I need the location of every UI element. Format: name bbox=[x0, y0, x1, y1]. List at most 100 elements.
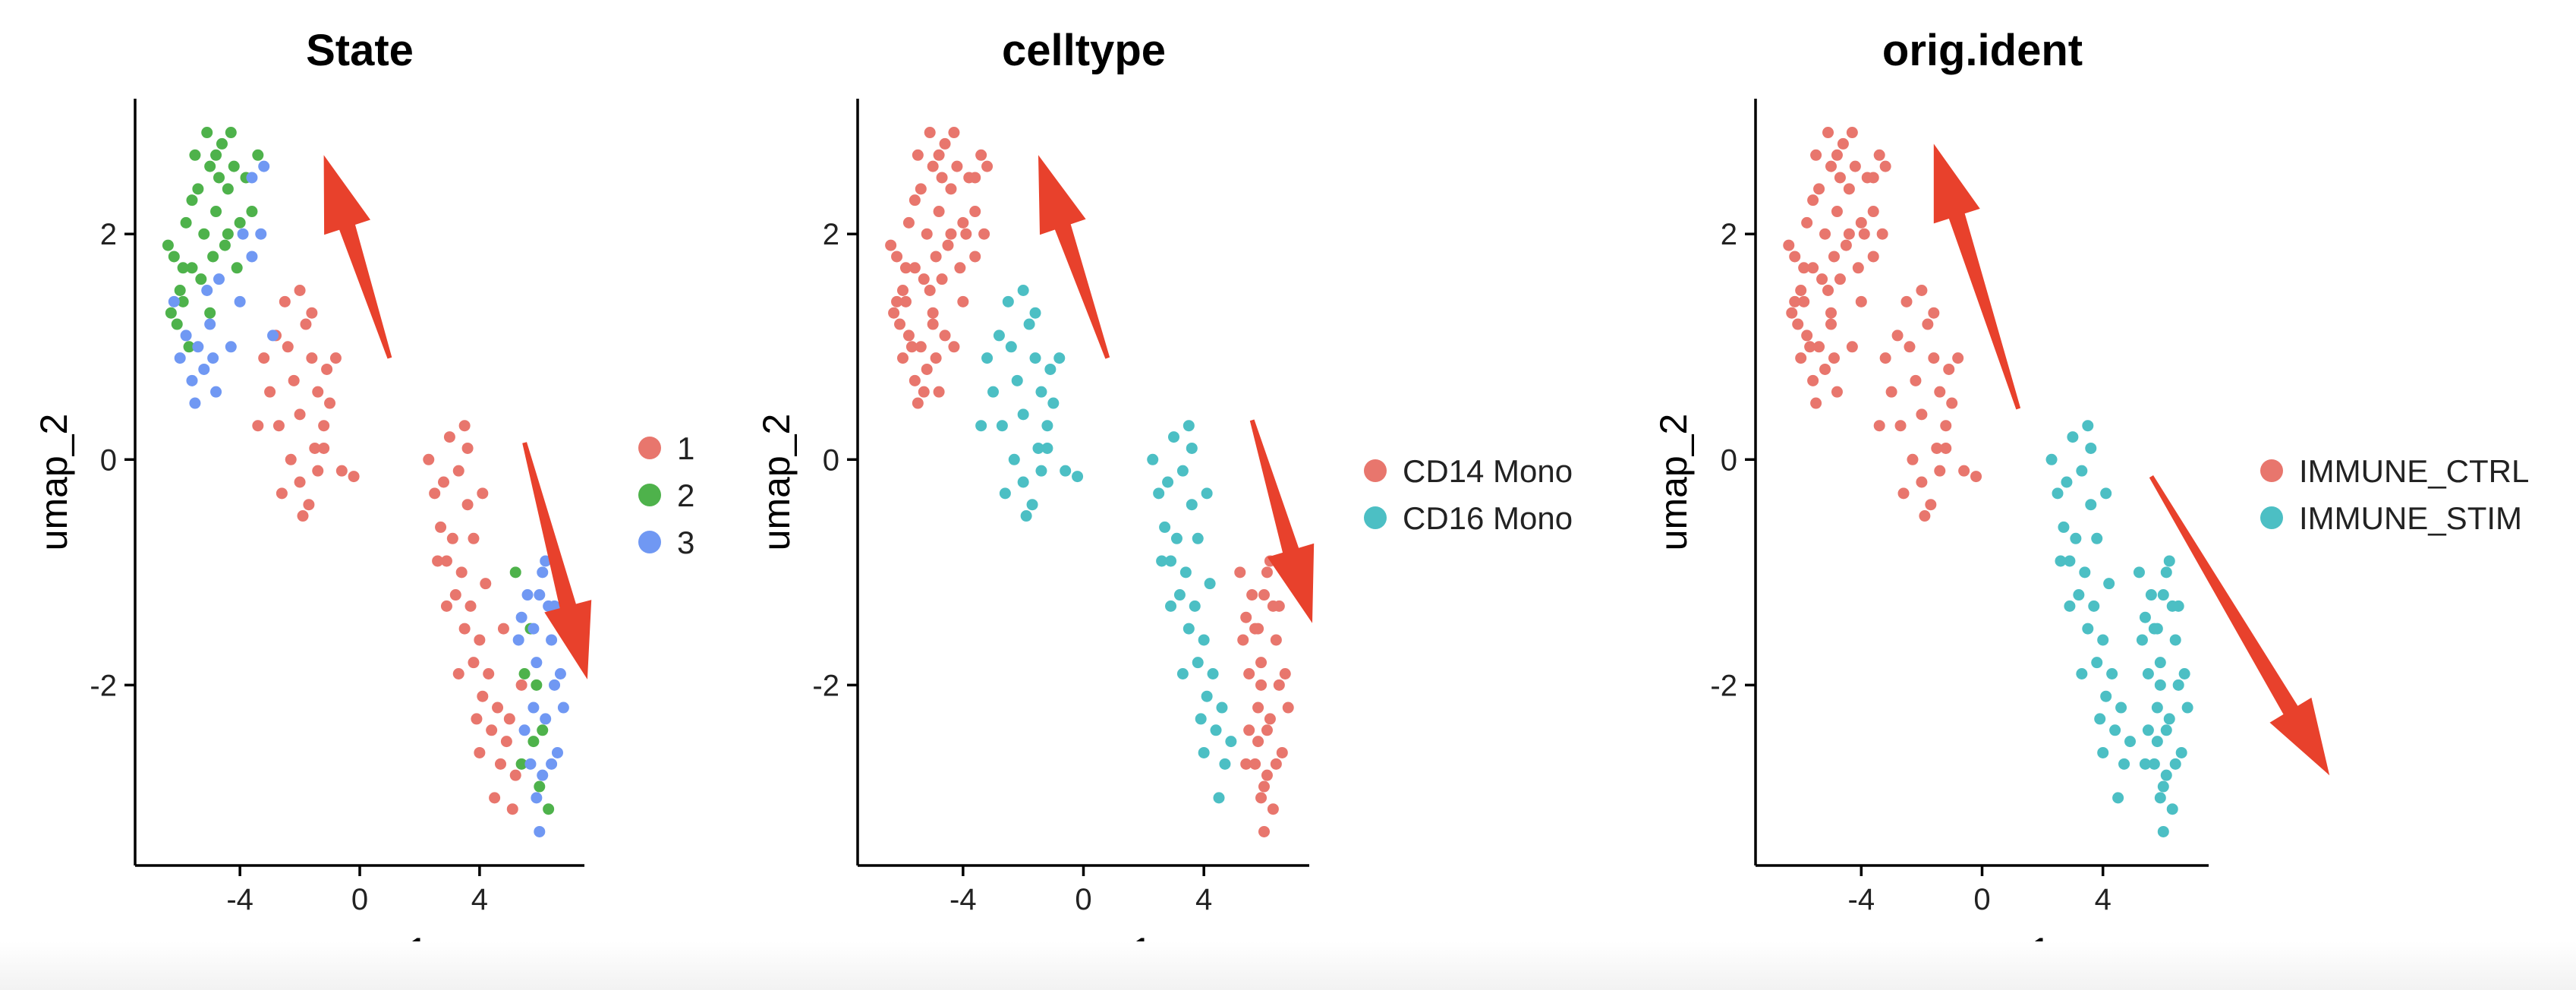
point-immune-ctrl bbox=[1849, 160, 1861, 172]
point-1 bbox=[477, 690, 489, 702]
point-1 bbox=[264, 386, 276, 398]
point-2 bbox=[195, 273, 207, 285]
point-immune-stim bbox=[2091, 532, 2103, 544]
point-3 bbox=[521, 589, 534, 601]
point-1 bbox=[435, 521, 447, 533]
point-2 bbox=[183, 341, 195, 353]
point-immune-ctrl bbox=[1834, 172, 1846, 184]
point-1 bbox=[258, 352, 270, 364]
point-immune-stim bbox=[2169, 758, 2181, 770]
point-cd14-mono bbox=[1249, 758, 1261, 770]
point-cd16-mono bbox=[1032, 442, 1044, 454]
point-cd16-mono bbox=[1162, 476, 1174, 488]
point-2 bbox=[168, 251, 180, 263]
point-cd14-mono bbox=[902, 329, 915, 342]
point-3 bbox=[189, 397, 201, 409]
point-immune-ctrl bbox=[1837, 137, 1849, 150]
point-immune-stim bbox=[2091, 657, 2103, 669]
point-immune-stim bbox=[2142, 724, 2154, 736]
point-3 bbox=[524, 758, 537, 770]
point-1 bbox=[480, 578, 492, 590]
point-cd16-mono bbox=[1176, 668, 1189, 679]
point-immune-ctrl bbox=[1922, 318, 1934, 330]
point-cd14-mono bbox=[1240, 758, 1252, 770]
point-immune-ctrl bbox=[1855, 216, 1867, 229]
point-cd16-mono bbox=[1186, 499, 1198, 511]
point-2 bbox=[210, 206, 222, 218]
point-1 bbox=[306, 352, 318, 364]
point-immune-ctrl bbox=[1792, 318, 1804, 330]
point-1 bbox=[506, 803, 518, 815]
point-cd16-mono bbox=[1210, 724, 1222, 736]
point-immune-stim bbox=[2076, 465, 2088, 477]
point-cd14-mono bbox=[894, 318, 906, 330]
point-immune-ctrl bbox=[1801, 329, 1813, 342]
y-axis-label: umap_2 bbox=[1652, 414, 1695, 551]
point-cd16-mono bbox=[1153, 487, 1165, 500]
point-immune-stim bbox=[2085, 499, 2097, 511]
point-immune-ctrl bbox=[1810, 149, 1822, 161]
point-immune-stim bbox=[2151, 623, 2163, 635]
point-3 bbox=[512, 634, 524, 646]
point-cd16-mono bbox=[1029, 307, 1041, 319]
legend-swatch bbox=[1364, 459, 1387, 482]
arrow-layer bbox=[323, 155, 592, 679]
point-cd14-mono bbox=[927, 160, 939, 172]
point-cd14-mono bbox=[897, 352, 909, 364]
point-immune-stim bbox=[2181, 702, 2193, 714]
point-immune-ctrl bbox=[1958, 465, 1970, 477]
point-1 bbox=[503, 713, 515, 725]
point-immune-stim bbox=[2115, 702, 2127, 714]
point-cd16-mono bbox=[1207, 668, 1219, 679]
point-cd16-mono bbox=[1183, 623, 1195, 635]
point-cd14-mono bbox=[930, 251, 942, 263]
point-immune-ctrl bbox=[1855, 295, 1867, 307]
point-1 bbox=[500, 736, 512, 748]
point-cd14-mono bbox=[1255, 792, 1268, 804]
point-immune-stim bbox=[2088, 600, 2100, 612]
point-cd16-mono bbox=[1156, 555, 1168, 567]
point-cd14-mono bbox=[981, 160, 994, 172]
point-cd14-mono bbox=[1258, 825, 1270, 837]
point-1 bbox=[423, 453, 435, 465]
y-tick-label: -2 bbox=[90, 669, 117, 702]
point-cd14-mono bbox=[899, 262, 912, 274]
panel-title: celltype bbox=[1002, 26, 1166, 75]
point-3 bbox=[210, 386, 222, 398]
axes: -4 0 4 2 0 -2 bbox=[812, 99, 1309, 916]
point-immune-ctrl bbox=[1916, 476, 1928, 488]
point-immune-ctrl bbox=[1789, 295, 1801, 307]
point-immune-stim bbox=[2064, 600, 2076, 612]
point-cd14-mono bbox=[888, 307, 900, 319]
point-immune-ctrl bbox=[1846, 127, 1858, 139]
point-cd16-mono bbox=[1047, 397, 1060, 409]
point-immune-ctrl bbox=[1891, 329, 1904, 342]
point-cd16-mono bbox=[1008, 453, 1020, 465]
point-2 bbox=[537, 724, 549, 736]
point-cd16-mono bbox=[1041, 420, 1053, 432]
point-2 bbox=[534, 780, 546, 793]
point-immune-ctrl bbox=[1952, 352, 1964, 364]
point-1 bbox=[294, 285, 306, 296]
point-cd16-mono bbox=[1186, 442, 1198, 454]
point-1 bbox=[474, 746, 486, 758]
point-cd14-mono bbox=[957, 295, 969, 307]
point-1 bbox=[461, 442, 474, 454]
point-3 bbox=[174, 352, 186, 364]
point-3 bbox=[267, 329, 279, 342]
point-cd14-mono bbox=[921, 363, 933, 375]
point-3 bbox=[515, 611, 527, 623]
point-cd16-mono bbox=[1189, 600, 1201, 612]
point-cd16-mono bbox=[1198, 746, 1210, 758]
point-cd14-mono bbox=[891, 295, 903, 307]
point-1 bbox=[458, 623, 471, 635]
point-1 bbox=[272, 420, 285, 432]
point-immune-ctrl bbox=[1873, 149, 1885, 161]
point-cd14-mono bbox=[897, 285, 909, 296]
point-cd14-mono bbox=[909, 262, 921, 274]
x-tick-label: 0 bbox=[351, 883, 368, 916]
point-cd14-mono bbox=[1258, 589, 1270, 601]
point-immune-ctrl bbox=[1795, 352, 1807, 364]
point-immune-ctrl bbox=[1831, 386, 1843, 398]
